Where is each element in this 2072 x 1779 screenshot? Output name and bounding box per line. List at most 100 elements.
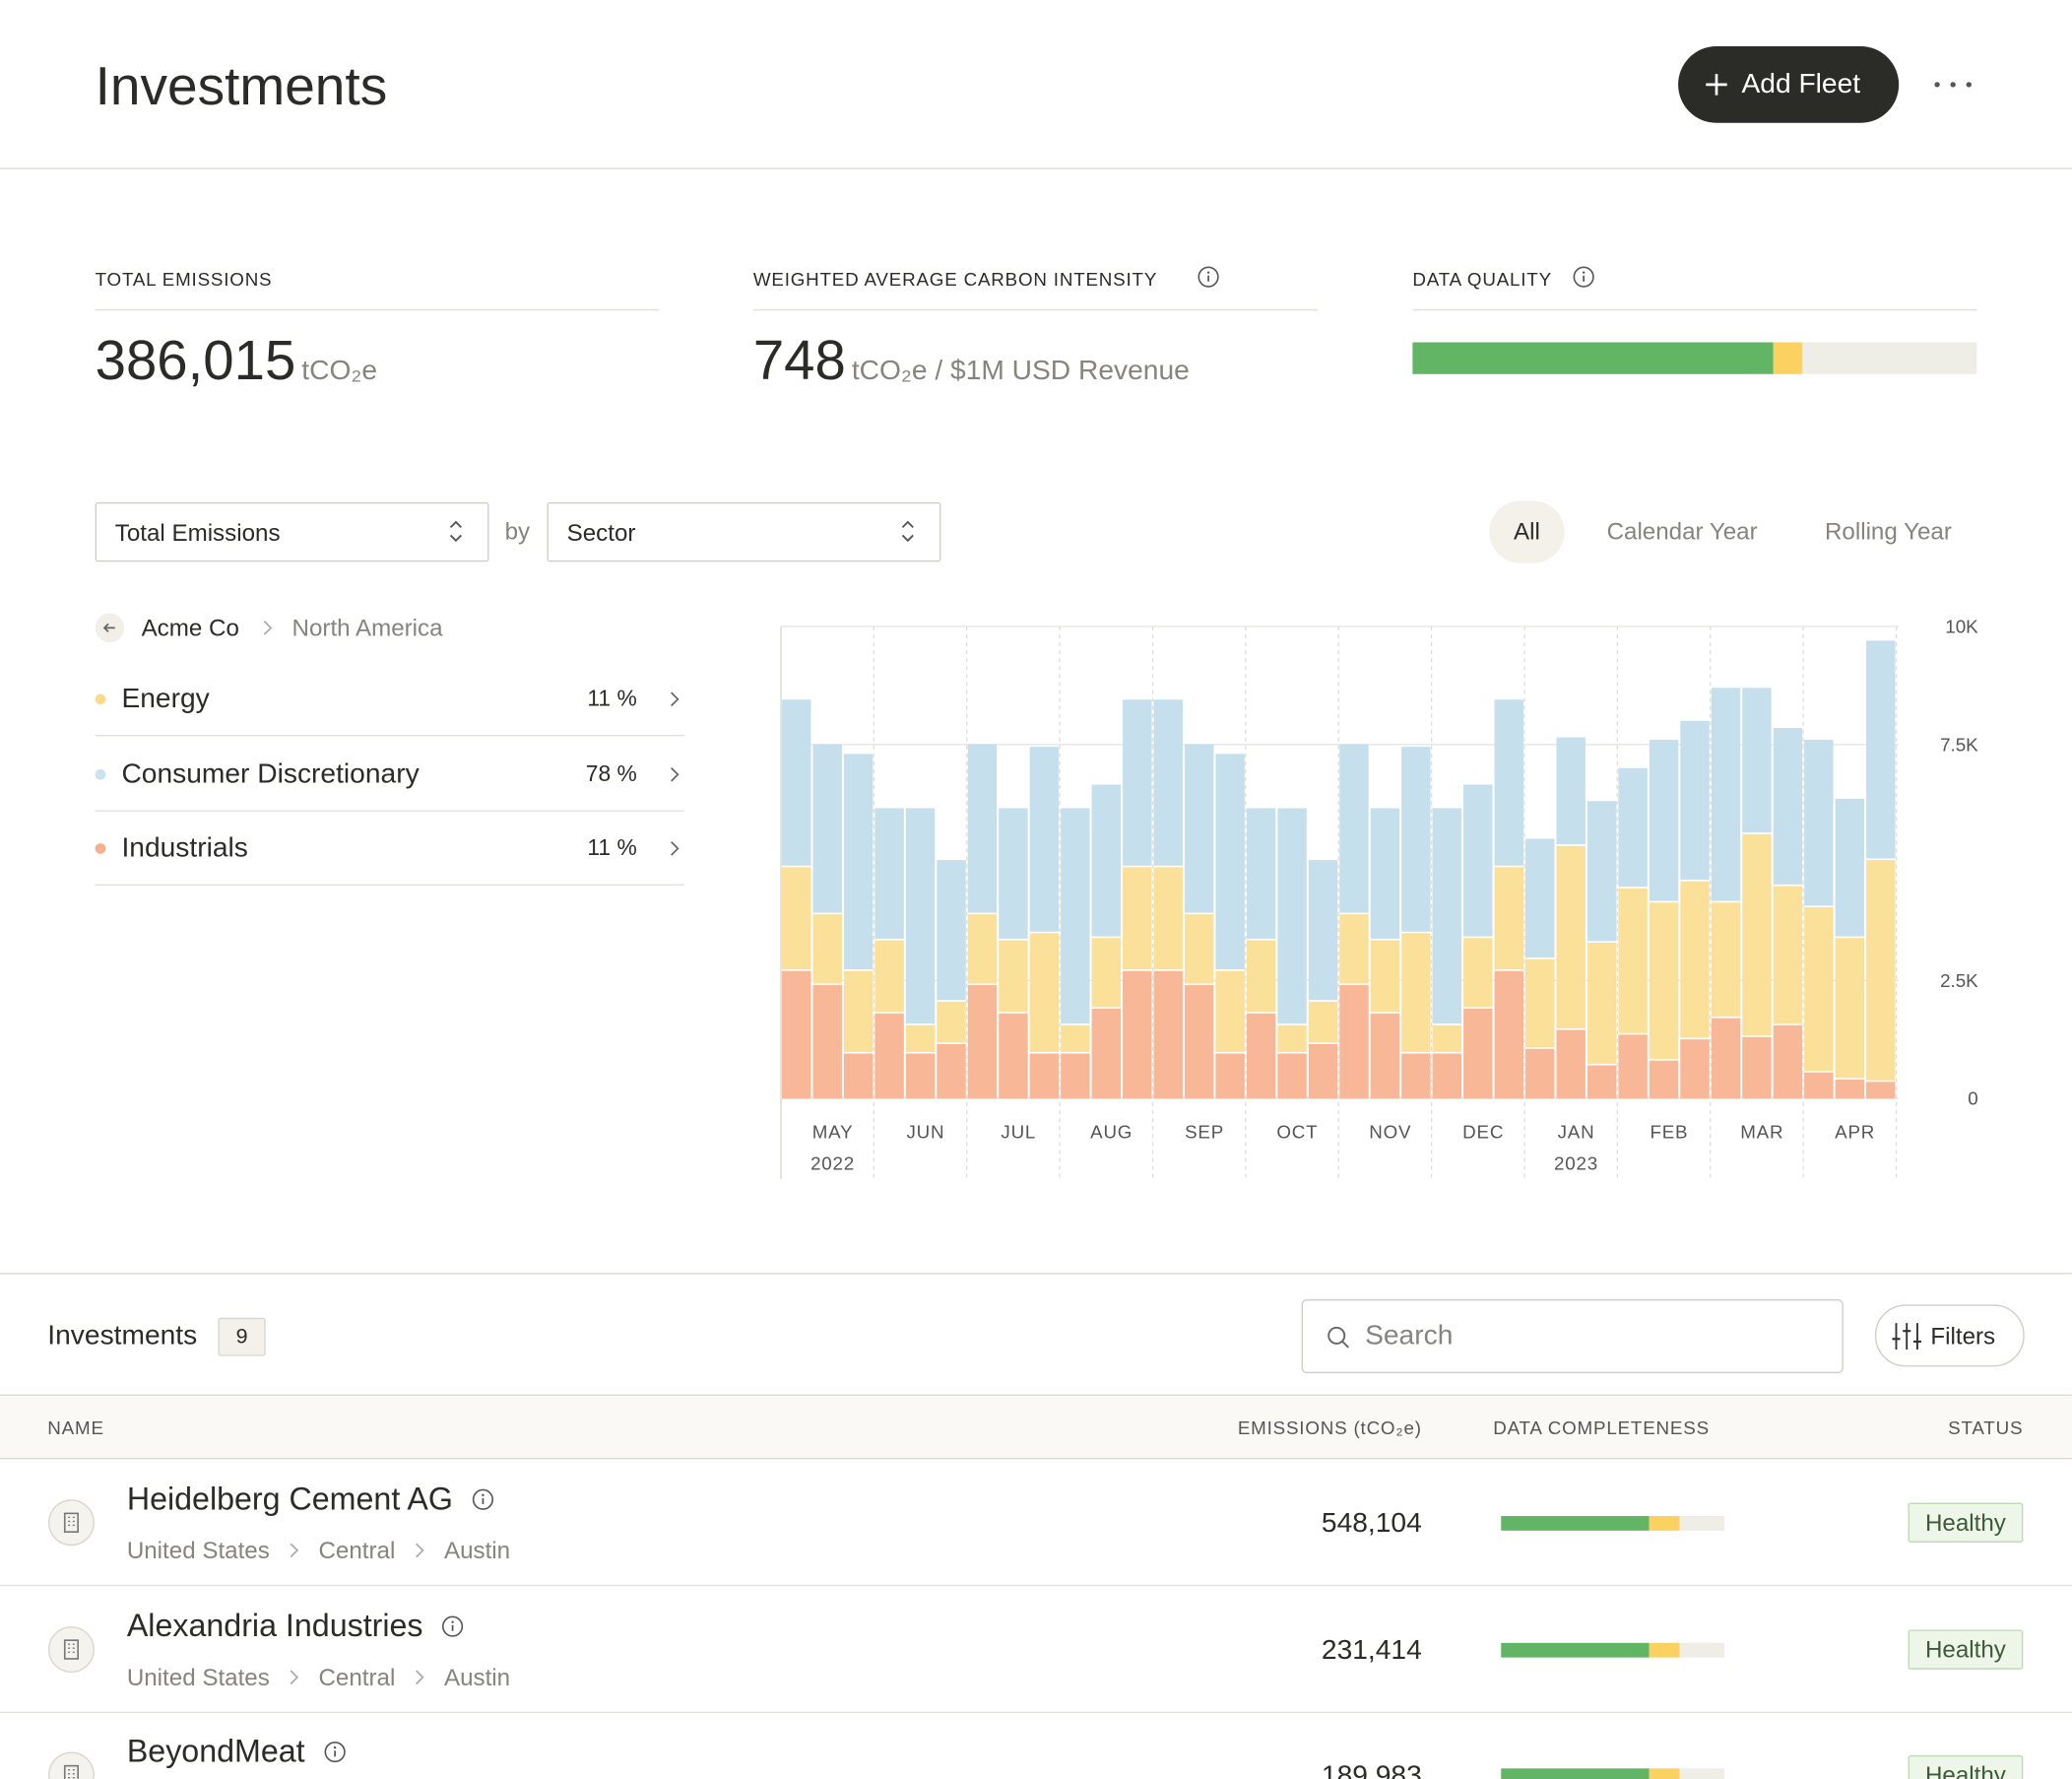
x-tick-label: JUN <box>906 1121 944 1142</box>
legend-dot <box>95 768 106 779</box>
bar-segment <box>1773 886 1803 1024</box>
chevron <box>263 621 273 635</box>
bar-segment <box>1277 1024 1307 1052</box>
bar-segment <box>1153 867 1183 970</box>
bar-segment <box>1432 808 1462 1024</box>
breadcrumb-item[interactable]: Acme Co <box>141 614 239 641</box>
investment-name[interactable]: Alexandria Industries <box>126 1608 423 1644</box>
select-value: Sector <box>566 519 636 547</box>
bar-segment <box>1742 1036 1772 1099</box>
chevron <box>290 1669 299 1684</box>
back-button[interactable] <box>95 613 125 643</box>
tick-line: DEC <box>1462 1121 1504 1142</box>
period-option[interactable]: Rolling Year <box>1824 517 1952 545</box>
bar-segment <box>1370 940 1400 1013</box>
column-header: EMISSIONS (tCO₂e) <box>1237 1417 1422 1438</box>
bar-segment <box>1339 914 1369 984</box>
select-value: Total Emissions <box>114 519 281 547</box>
x-tick-label: SEP <box>1185 1121 1224 1142</box>
add-fleet-button[interactable]: Add Fleet <box>1678 45 1900 123</box>
legend-dot <box>95 693 106 705</box>
bar-segment <box>1804 1072 1834 1099</box>
breakdown-name[interactable]: Energy <box>121 683 210 714</box>
row-rule <box>95 735 685 737</box>
metric-select[interactable]: Total Emissions <box>95 501 489 562</box>
completeness-bar <box>1501 1516 1725 1531</box>
bar-segment <box>1308 860 1338 1001</box>
y-tick-label: 0 <box>1968 1088 1977 1109</box>
complete-segment <box>1412 342 1775 374</box>
complete-segment <box>1501 1768 1649 1779</box>
bar-segment <box>999 808 1028 939</box>
period-option[interactable]: Calendar Year <box>1606 517 1758 545</box>
breakdown-name[interactable]: Industrials <box>121 832 248 864</box>
emissions-value: 231,414 <box>1321 1634 1422 1665</box>
x-tick-label: JAN 2023 <box>1554 1121 1598 1173</box>
location-part: United States <box>126 1537 270 1564</box>
bar-segment <box>1773 728 1803 885</box>
bar-segment <box>1804 739 1834 906</box>
location-part: United States <box>126 1663 270 1690</box>
filters-icon <box>1892 1323 1921 1350</box>
bar-segment <box>1711 1018 1741 1099</box>
more-menu[interactable] <box>1932 77 1975 93</box>
metric-rule <box>752 308 1318 311</box>
breakdown-share: 78 % <box>585 760 637 786</box>
emissions-value: 548,104 <box>1321 1507 1422 1539</box>
bar-segment <box>1308 1043 1338 1099</box>
x-tick-label: AUG <box>1090 1121 1133 1142</box>
bar-segment <box>1401 1053 1431 1099</box>
bar-segment <box>937 1043 966 1099</box>
metric-rule <box>95 308 660 311</box>
bar-segment <box>1804 907 1834 1072</box>
tick-line: JAN <box>1558 1121 1595 1142</box>
tick-line: JUL <box>1001 1121 1036 1142</box>
bar-segment <box>1029 1053 1060 1099</box>
info-icon[interactable] <box>1573 266 1595 289</box>
investment-name[interactable]: BeyondMeat <box>126 1734 305 1770</box>
search-box[interactable]: Search <box>1301 1298 1844 1374</box>
x-tick-label: MAY 2022 <box>810 1121 855 1173</box>
tick-line: NOV <box>1369 1121 1411 1142</box>
bar-segment <box>1029 747 1060 932</box>
period-option[interactable]: All <box>1489 500 1565 563</box>
bar-segment <box>905 808 936 1024</box>
bar-segment <box>1123 699 1152 866</box>
partial-segment <box>1774 342 1802 374</box>
info-icon[interactable] <box>1198 266 1220 289</box>
tick-line: FEB <box>1650 1121 1688 1142</box>
status-badge: Healthy <box>1908 1502 2024 1543</box>
bar-segment <box>937 860 966 1001</box>
metric-value-line: 386,015 tCO₂e <box>96 328 377 408</box>
select-arrows <box>449 520 462 543</box>
investment-name[interactable]: Heidelberg Cement AG <box>126 1482 453 1518</box>
bar-segment <box>1215 970 1245 1052</box>
bar-segment <box>1277 1053 1307 1099</box>
x-tick-label: JUL <box>1001 1121 1036 1142</box>
bar-segment <box>967 744 998 913</box>
metric-rule <box>1412 308 1977 311</box>
group-select[interactable]: Sector <box>547 501 941 562</box>
bar-segment <box>1680 1039 1710 1099</box>
complete-segment <box>1501 1642 1649 1657</box>
bar-segment <box>812 914 842 984</box>
bar-segment <box>1463 938 1493 1008</box>
bar-segment <box>1432 1024 1462 1052</box>
breakdown-share: 11 % <box>587 835 637 861</box>
bar-segment <box>967 985 998 1099</box>
metric-value-line: 748 tCO₂e / $1M USD Revenue <box>753 328 1190 408</box>
bar-segment <box>1029 933 1060 1052</box>
bar-segment <box>782 970 811 1099</box>
partial-segment <box>1648 1642 1680 1657</box>
tick-line: MAY <box>812 1121 854 1142</box>
metric-label: DATA QUALITY <box>1412 268 1552 290</box>
breakdown-name[interactable]: Consumer Discretionary <box>121 758 420 789</box>
bar-segment <box>1494 970 1523 1099</box>
bar-segment <box>1711 902 1741 1017</box>
completeness-bar <box>1501 1768 1725 1779</box>
bar-segment <box>1618 767 1648 888</box>
filters-button[interactable]: Filters <box>1875 1304 2025 1367</box>
y-tick-label: 2.5K <box>1940 970 1978 991</box>
bar-segment <box>782 867 811 970</box>
bar-segment <box>1680 881 1710 1038</box>
